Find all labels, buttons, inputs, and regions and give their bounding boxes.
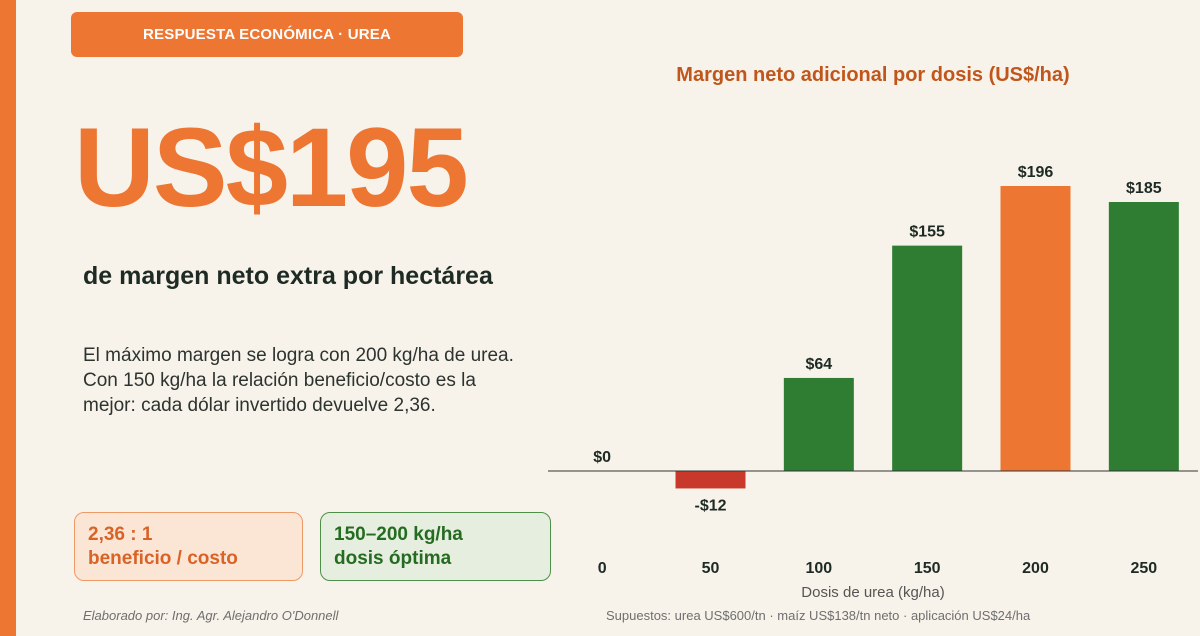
bar-chart: $0 0 -$12 50 $64 100 $155 150 $196 200 $185 250 (548, 164, 1198, 577)
value-label-250: $185 (1126, 180, 1162, 197)
kpi-ratio-value: 2,36 : 1 (88, 524, 153, 545)
bar-150 (892, 245, 963, 471)
kpi-dose-label: dosis óptima (334, 548, 452, 569)
value-label-0: $0 (593, 449, 611, 466)
tick-label-150: 150 (914, 560, 941, 577)
bar-200 (1000, 186, 1071, 471)
bar-250 (1108, 201, 1179, 471)
value-label-50: -$12 (694, 497, 726, 514)
value-label-150: $155 (909, 224, 945, 241)
x-axis-label: Dosis de urea (kg/ha) (801, 584, 945, 601)
bar-50 (675, 471, 746, 489)
assumptions-note: Supuestos: urea US$600/tn · maíz US$138/… (606, 608, 1031, 623)
kpi-dose-card: 150–200 kg/ha dosis óptima (320, 512, 551, 581)
author-credit: Elaborado por: Ing. Agr. Alejandro O'Don… (83, 608, 339, 623)
kpi-dose-value: 150–200 kg/ha (334, 524, 463, 545)
kpi-ratio-label: beneficio / costo (88, 548, 238, 569)
headline-description: El máximo margen se logra con 200 kg/ha … (83, 345, 514, 416)
tick-label-50: 50 (702, 560, 720, 577)
chart-title: Margen neto adicional por dosis (US$/ha) (676, 64, 1070, 86)
tick-label-100: 100 (805, 560, 832, 577)
bar-100 (783, 377, 854, 471)
value-label-100: $64 (805, 356, 832, 373)
value-label-200: $196 (1018, 164, 1054, 181)
headline-subtitle: de margen neto extra por hectárea (83, 262, 493, 290)
section-badge: RESPUESTA ECONÓMICA · UREA (71, 12, 463, 57)
headline-value: US$195 (74, 105, 469, 230)
tick-label-0: 0 (598, 560, 607, 577)
kpi-ratio-card: 2,36 : 1 beneficio / costo (74, 512, 303, 581)
left-accent-bar (0, 0, 16, 636)
tick-label-250: 250 (1130, 560, 1157, 577)
tick-label-200: 200 (1022, 560, 1049, 577)
